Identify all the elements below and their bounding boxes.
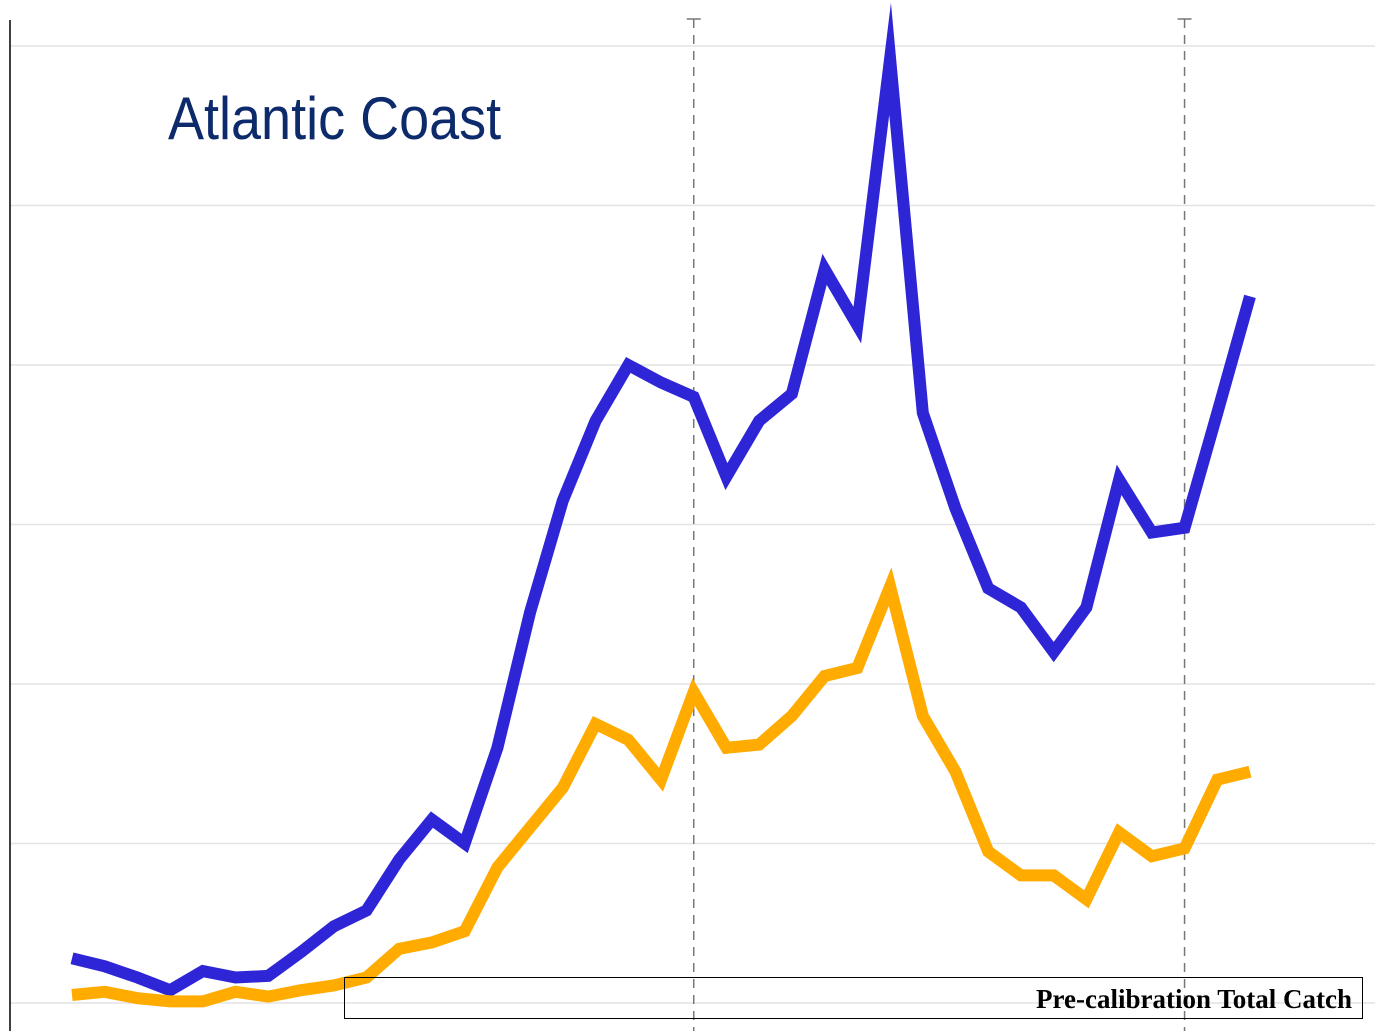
series-line — [71, 567, 1252, 1008]
chart-title: Atlantic Coast — [168, 85, 502, 152]
legend-label: Pre-calibration Total Catch — [1036, 984, 1352, 1014]
series-lines — [70, 2, 1256, 1008]
series-line — [70, 2, 1256, 997]
reference-lines — [686, 18, 1192, 1031]
legend-box: Pre-calibration Total Catch — [344, 977, 1363, 1019]
